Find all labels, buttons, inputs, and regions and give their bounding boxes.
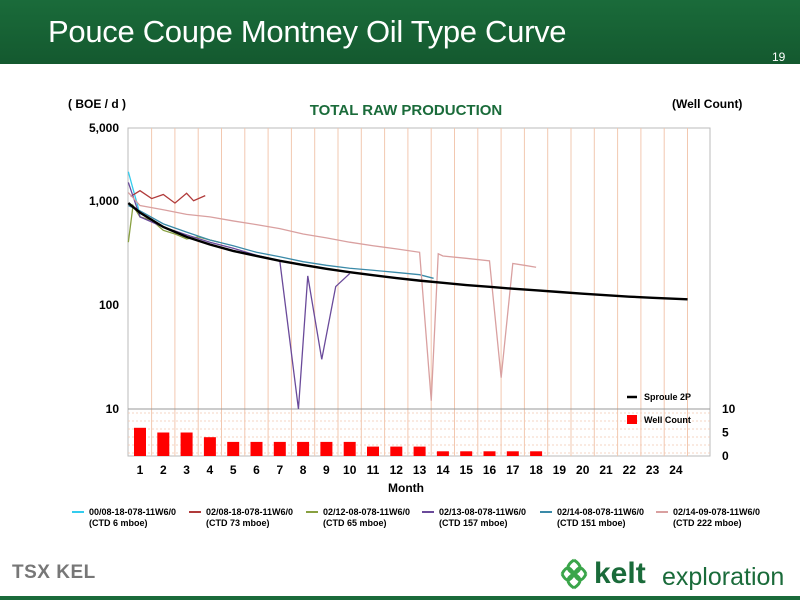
series-legend-cumulative: (CTD 151 mboe) bbox=[557, 518, 626, 528]
y-tick-label: 1,000 bbox=[89, 194, 119, 208]
y-tick-label: 100 bbox=[99, 298, 119, 312]
x-tick-label: 24 bbox=[669, 463, 683, 477]
series-legend-cumulative: (CTD 73 mboe) bbox=[206, 518, 270, 528]
x-tick-label: 19 bbox=[553, 463, 567, 477]
x-tick-label: 20 bbox=[576, 463, 590, 477]
well-count-bar bbox=[203, 437, 216, 456]
x-tick-label: 22 bbox=[623, 463, 637, 477]
well-count-bar bbox=[460, 451, 473, 456]
well-count-bar bbox=[343, 441, 356, 456]
y2-tick-label: 10 bbox=[722, 402, 736, 416]
page-number: 19 bbox=[772, 50, 786, 64]
production-series-line bbox=[130, 189, 206, 204]
well-count-bar bbox=[367, 446, 379, 456]
chart-title: TOTAL RAW PRODUCTION bbox=[310, 102, 503, 119]
x-tick-label: 4 bbox=[207, 463, 214, 477]
x-tick-label: 18 bbox=[529, 463, 543, 477]
x-tick-label: 10 bbox=[343, 463, 357, 477]
x-tick-label: 5 bbox=[230, 463, 237, 477]
x-tick-label: 7 bbox=[276, 463, 283, 477]
series-legend-cumulative: (CTD 157 mboe) bbox=[439, 518, 508, 528]
bottom-bar bbox=[0, 596, 800, 600]
x-tick-label: 21 bbox=[599, 463, 613, 477]
well-count-bar bbox=[297, 441, 310, 456]
series-legend-name: 02/14-08-078-11W6/0 bbox=[557, 507, 644, 517]
legend-swatch-well-count bbox=[627, 415, 637, 424]
well-count-bar bbox=[483, 451, 496, 456]
x-tick-label: 2 bbox=[160, 463, 167, 477]
well-count-bar bbox=[413, 446, 426, 456]
y-tick-label: 10 bbox=[106, 402, 120, 416]
x-axis-label: Month bbox=[388, 481, 424, 495]
x-tick-label: 16 bbox=[483, 463, 497, 477]
well-count-bar bbox=[530, 451, 543, 456]
x-tick-label: 12 bbox=[390, 463, 404, 477]
well-count-bar bbox=[180, 432, 193, 456]
x-tick-label: 3 bbox=[183, 463, 190, 477]
well-count-bar bbox=[250, 441, 263, 456]
production-chart: TOTAL RAW PRODUCTION ( BOE / d ) (Well Cou… bbox=[68, 97, 760, 528]
series-legend-name: 00/08-18-078-11W6/0 bbox=[89, 507, 176, 517]
series-legend-cumulative: (CTD 65 mboe) bbox=[323, 518, 387, 528]
x-tick-label: 9 bbox=[323, 463, 330, 477]
legend-label-well-count: Well Count bbox=[644, 415, 691, 425]
slide-title: Pouce Coupe Montney Oil Type Curve bbox=[48, 14, 567, 49]
kelt-wordmark: kelt bbox=[594, 557, 646, 590]
well-count-bar bbox=[273, 441, 286, 456]
well-count-bar bbox=[134, 427, 146, 456]
series-legend-name: 02/08-18-078-11W6/0 bbox=[206, 507, 293, 517]
x-tick-label: 17 bbox=[506, 463, 520, 477]
well-count-bar bbox=[157, 432, 170, 456]
legend-label-type-curve: Sproule 2P bbox=[644, 392, 691, 402]
y2-tick-label: 0 bbox=[722, 449, 729, 463]
x-tick-label: 14 bbox=[436, 463, 450, 477]
x-tick-label: 6 bbox=[253, 463, 260, 477]
y-axis-label: ( BOE / d ) bbox=[68, 97, 126, 111]
series-legend-cumulative: (CTD 6 mboe) bbox=[89, 518, 148, 528]
well-count-bar bbox=[506, 451, 519, 456]
x-tick-label: 13 bbox=[413, 463, 427, 477]
well-count-bar bbox=[320, 441, 333, 456]
tsx-logo: TSX KEL bbox=[12, 562, 96, 583]
y-tick-label: 5,000 bbox=[89, 121, 119, 135]
series-legend-name: 02/14-09-078-11W6/0 bbox=[673, 507, 760, 517]
x-tick-label: 8 bbox=[300, 463, 307, 477]
exploration-wordmark: exploration bbox=[662, 563, 785, 591]
well-count-bar bbox=[390, 446, 403, 456]
series-legend-name: 02/13-08-078-11W6/0 bbox=[439, 507, 526, 517]
x-tick-label: 11 bbox=[367, 463, 380, 477]
kelt-knot-icon bbox=[560, 558, 588, 590]
production-series-line bbox=[127, 192, 537, 401]
x-tick-label: 23 bbox=[646, 463, 660, 477]
production-series-line bbox=[128, 204, 434, 279]
y2-tick-label: 5 bbox=[722, 426, 729, 440]
series-legend-cumulative: (CTD 222 mboe) bbox=[673, 518, 742, 528]
series-legend-name: 02/12-08-078-11W6/0 bbox=[323, 507, 410, 517]
well-count-bar bbox=[227, 441, 240, 456]
well-count-bar bbox=[436, 451, 449, 456]
x-tick-label: 15 bbox=[460, 463, 474, 477]
y2-axis-label: (Well Count) bbox=[672, 97, 742, 111]
slide-header bbox=[0, 0, 800, 64]
plot-area bbox=[127, 127, 711, 457]
type-curve-line bbox=[127, 202, 688, 301]
x-tick-label: 1 bbox=[137, 463, 144, 477]
